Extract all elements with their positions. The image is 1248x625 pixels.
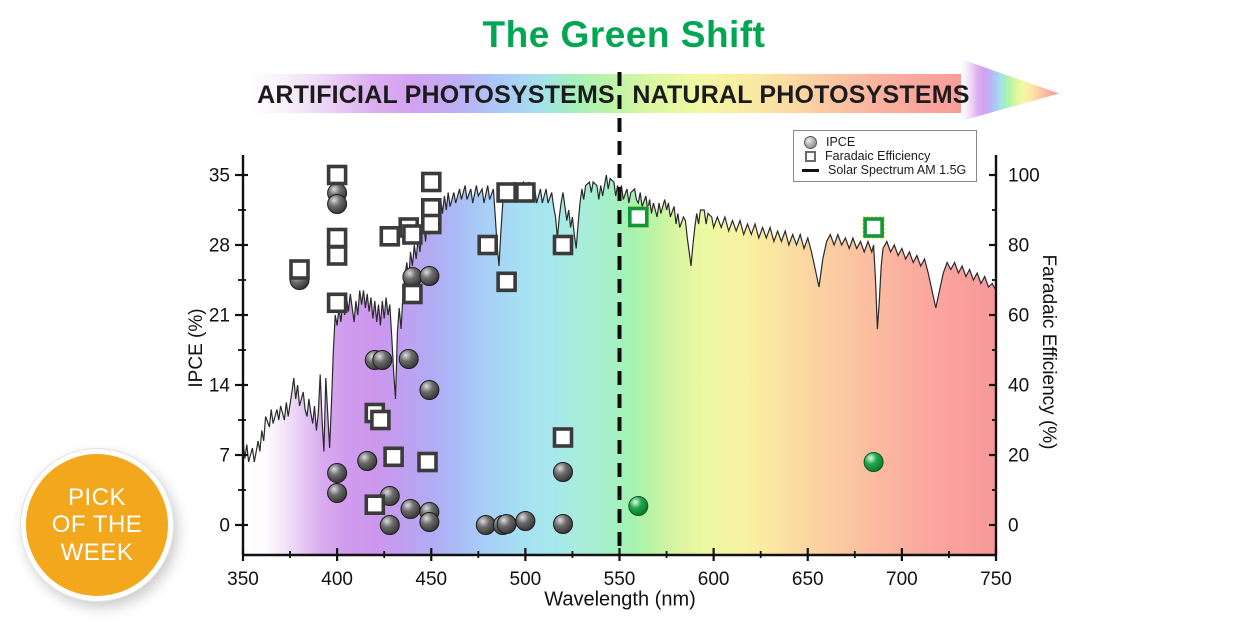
x-tick-label: 450 [415, 569, 447, 590]
fe-point-green [863, 217, 884, 238]
ipce-point [475, 515, 496, 535]
legend: IPCE Faradaic Efficiency Solar Spectrum … [793, 130, 977, 182]
ipce-point [400, 499, 421, 519]
y-left-tick-label: 35 [209, 166, 230, 187]
banner-arrowhead-icon [961, 59, 1059, 121]
fe-point [326, 164, 348, 186]
fe-point-green [627, 206, 649, 228]
fe-point [417, 451, 438, 473]
ipce-point [379, 515, 400, 535]
fe-point-green-halo [626, 205, 650, 229]
y-left-tick-label: 21 [209, 306, 230, 327]
fe-point [383, 446, 404, 468]
x-tick-label: 700 [886, 569, 918, 590]
x-axis-title: Wavelength (nm) [544, 588, 696, 611]
y-right-tick-label: 0 [1008, 516, 1019, 537]
badge-line-3: WEEK [60, 538, 134, 566]
fe-point [402, 224, 423, 245]
ipce-marker-icon [804, 135, 817, 149]
legend-label-faradaic: Faradaic Efficiency [825, 149, 931, 163]
ipce-point [496, 514, 517, 534]
legend-item-faradaic: Faradaic Efficiency [802, 149, 968, 163]
fe-point [326, 227, 348, 249]
ipce-point [419, 512, 440, 532]
ipce-point [419, 266, 440, 286]
badge-line-1: PICK [67, 483, 126, 511]
ipce-point [327, 463, 348, 483]
fe-point [496, 271, 517, 293]
y-left-tick-label: 7 [219, 446, 230, 467]
ipce-point-green [628, 496, 649, 516]
banner-label-natural: NATURAL PHOTOSYSTEMS [632, 80, 970, 109]
left-axis-title: IPCE (%) [186, 308, 207, 388]
ipce-point [553, 462, 573, 482]
ipce-point-green [863, 452, 884, 472]
fe-point [364, 494, 386, 516]
fe-point [515, 182, 536, 203]
legend-item-solar: Solar Spectrum AM 1.5G [802, 163, 968, 177]
y-right-tick-label: 100 [1008, 166, 1040, 187]
y-left-tick-label: 28 [209, 236, 230, 257]
x-tick-label: 400 [321, 569, 353, 590]
fe-point [420, 213, 442, 235]
ipce-point [327, 483, 348, 503]
spectrum-arrow-banner [250, 59, 1059, 121]
faradaic-marker-icon [805, 150, 816, 162]
ipce-point [419, 380, 440, 400]
legend-label-ipce: IPCE [826, 135, 856, 149]
pick-of-the-week-badge: PICK OF THE WEEK [21, 449, 173, 601]
fe-point [326, 292, 348, 314]
fe-point [370, 409, 391, 431]
y-left-tick-label: 14 [209, 376, 231, 397]
fe-point-green-halo [862, 216, 885, 239]
fe-point [496, 182, 517, 203]
legend-item-ipce: IPCE [802, 135, 968, 149]
x-tick-label: 350 [227, 569, 259, 590]
fe-point [552, 234, 574, 256]
y-right-tick-label: 40 [1008, 376, 1029, 397]
ipce-point [372, 350, 393, 370]
y-left-tick-label: 0 [219, 516, 230, 537]
fe-point [379, 226, 401, 247]
fe-point [552, 427, 574, 448]
y-right-tick-label: 80 [1008, 236, 1029, 257]
ipce-point [357, 451, 378, 471]
banner-body [250, 74, 963, 113]
fe-point [326, 245, 348, 266]
banner-label-artificial: ARTIFICIAL PHOTOSYSTEMS [257, 80, 615, 109]
fe-point [477, 234, 499, 256]
solar-line-icon [802, 168, 819, 172]
solar-spectrum-line [242, 174, 997, 463]
y-right-tick-label: 60 [1008, 306, 1029, 327]
ipce-point [515, 511, 536, 531]
y-right-tick-label: 20 [1008, 446, 1029, 467]
legend-label-solar: Solar Spectrum AM 1.5G [828, 163, 967, 177]
x-tick-label: 650 [792, 569, 824, 590]
right-axis-title: Faradaic Efficiency (%) [1038, 254, 1059, 450]
fe-point [402, 283, 423, 305]
badge-line-2: OF THE [51, 511, 143, 539]
ipce-point [402, 267, 423, 287]
ipce-point [553, 514, 573, 534]
fe-point [289, 259, 310, 280]
x-tick-label: 500 [510, 569, 542, 590]
x-tick-label: 750 [980, 569, 1012, 590]
ipce-point [327, 194, 348, 214]
x-tick-label: 600 [698, 569, 730, 590]
fe-point [420, 171, 442, 193]
ipce-point [398, 349, 419, 369]
x-tick-label: 550 [604, 569, 636, 590]
figure-title: The Green Shift [482, 14, 766, 55]
